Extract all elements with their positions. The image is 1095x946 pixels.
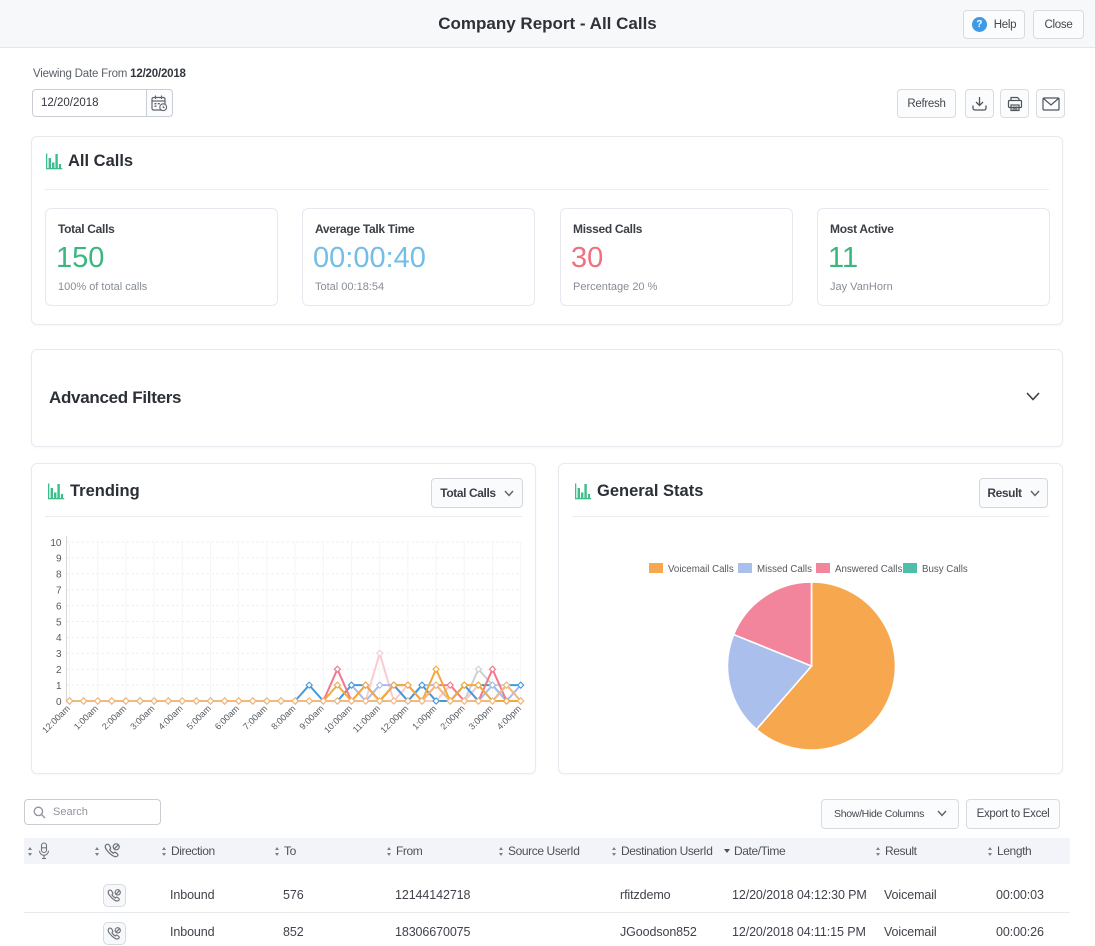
svg-text:3:00pm: 3:00pm bbox=[467, 703, 495, 731]
svg-text:10: 10 bbox=[50, 538, 62, 549]
svg-text:5:00am: 5:00am bbox=[185, 703, 213, 731]
svg-text:2:00pm: 2:00pm bbox=[438, 703, 466, 731]
svg-text:0: 0 bbox=[56, 697, 62, 708]
svg-text:4:00pm: 4:00pm bbox=[495, 703, 523, 731]
svg-text:3:00am: 3:00am bbox=[128, 703, 156, 731]
svg-text:8:00am: 8:00am bbox=[269, 703, 297, 731]
svg-text:12:00pm: 12:00pm bbox=[378, 703, 410, 735]
svg-text:11:00am: 11:00am bbox=[351, 703, 382, 734]
svg-text:1:00am: 1:00am bbox=[72, 703, 100, 731]
svg-text:6:00am: 6:00am bbox=[213, 703, 241, 731]
svg-text:5: 5 bbox=[56, 617, 62, 628]
svg-text:10:00am: 10:00am bbox=[322, 703, 354, 735]
svg-text:7: 7 bbox=[56, 586, 62, 597]
svg-text:6: 6 bbox=[56, 601, 62, 612]
svg-text:2: 2 bbox=[56, 665, 62, 676]
svg-text:7:00am: 7:00am bbox=[241, 703, 269, 731]
svg-text:8: 8 bbox=[56, 570, 62, 581]
svg-text:12:00am: 12:00am bbox=[40, 703, 72, 735]
svg-text:2:00am: 2:00am bbox=[100, 703, 128, 731]
svg-text:1: 1 bbox=[56, 681, 62, 692]
svg-text:4:00am: 4:00am bbox=[156, 703, 184, 731]
svg-text:Missed Calls: Missed Calls bbox=[757, 564, 812, 575]
svg-text:1:00pm: 1:00pm bbox=[410, 703, 438, 731]
svg-text:4: 4 bbox=[56, 633, 62, 644]
svg-text:Busy Calls: Busy Calls bbox=[922, 564, 968, 575]
svg-text:9: 9 bbox=[56, 554, 62, 565]
svg-text:Voicemail Calls: Voicemail Calls bbox=[668, 564, 734, 575]
svg-text:Answered Calls: Answered Calls bbox=[835, 564, 902, 575]
svg-text:3: 3 bbox=[56, 649, 62, 660]
